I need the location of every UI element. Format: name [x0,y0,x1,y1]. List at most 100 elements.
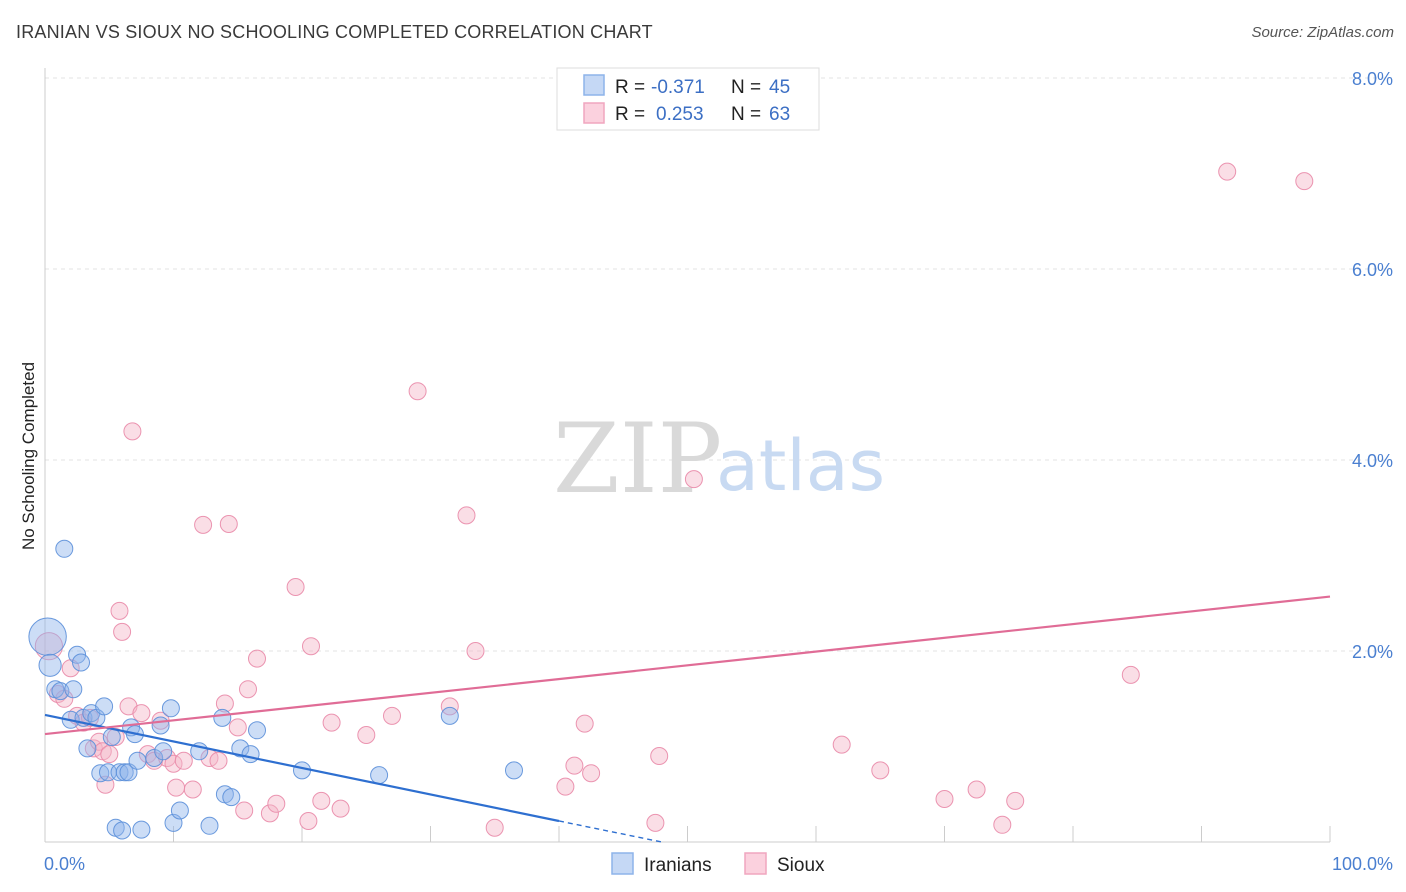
point-sioux-56 [684,470,703,489]
point-iranians-38 [241,745,260,764]
point-iranians-31 [170,801,189,820]
point-iranians-14 [95,697,114,716]
y-tick-label-1: 4.0% [1352,451,1393,471]
point-sioux-28 [209,751,228,770]
point-sioux-29 [215,694,234,713]
point-sioux-43 [357,726,376,744]
point-sioux-40 [312,791,331,810]
point-iranians-28 [154,742,173,761]
stats-r-label-iranians: R = [615,77,645,98]
point-sioux-55 [650,747,669,765]
axes [44,68,1331,843]
y-tick-label-3: 8.0% [1352,69,1393,89]
point-iranians-13 [91,764,110,783]
point-iranians-40 [293,761,311,780]
point-sioux-25 [183,780,202,799]
point-iranians-6 [64,680,83,699]
point-iranians-4 [55,539,74,558]
point-sioux-58 [871,761,890,780]
point-iranians-33 [200,816,219,835]
y-tick-label-0: 2.0% [1352,642,1393,662]
point-sioux-62 [1006,791,1025,810]
point-sioux-48 [466,642,485,660]
point-sioux-22 [164,754,183,773]
stats-r-label-sioux: R = [615,104,645,125]
point-iranians-26 [145,749,164,767]
point-iranians-29 [161,699,180,718]
point-sioux-63 [1121,665,1140,684]
stats-n-value-sioux: 63 [769,104,790,125]
point-sioux-33 [239,680,257,699]
point-sioux-46 [440,697,459,716]
y-tick-label-2: 6.0% [1352,260,1393,280]
point-sioux-44 [383,706,401,725]
point-iranians-25 [132,820,151,839]
point-iranians-10 [78,739,97,758]
point-sioux-59 [935,790,954,808]
trend-lines [44,595,1331,843]
point-iranians-20 [115,763,134,782]
legend-label-iranians: Iranians [644,855,712,876]
point-sioux-13 [110,601,129,620]
point-sioux-31 [228,718,247,737]
point-sioux-64 [1218,162,1237,181]
stats-legend-swatch-sioux [583,102,605,124]
point-iranians-41 [370,766,389,785]
stats-legend-swatch-iranians [583,74,605,96]
point-sioux-0 [34,632,64,661]
point-sioux-39 [302,637,320,656]
point-iranians-1 [38,653,62,677]
point-iranians-0 [28,617,67,656]
legend-swatch-iranians [611,852,634,875]
point-sioux-23 [167,778,186,797]
series-legend: Iranians Sioux [611,852,825,876]
point-sioux-41 [322,713,341,732]
point-sioux-49 [485,818,504,837]
point-sioux-52 [575,714,594,733]
x-tick-label-1: 100.0% [1332,854,1393,874]
point-sioux-51 [565,756,584,775]
point-sioux-60 [967,780,986,799]
point-sioux-53 [582,764,601,783]
point-sioux-24 [174,751,193,770]
point-iranians-39 [248,721,266,740]
stats-legend: R = -0.371 N = 45 R = 0.253 N = 63 [556,67,820,131]
point-sioux-37 [286,578,305,596]
point-sioux-61 [993,815,1012,834]
point-iranians-37 [231,739,250,758]
point-sioux-42 [331,799,350,818]
watermark-atlas: atlas [716,425,885,507]
point-sioux-47 [457,506,476,525]
point-iranians-19 [113,821,132,840]
source-label: Source: ZipAtlas.com [1251,24,1394,41]
trend-line-sioux [44,595,1331,736]
stats-n-label-iranians: N = [731,77,761,98]
stats-n-label-sioux: N = [731,104,761,125]
trend-line-iranians-extension [558,820,662,843]
point-sioux-14 [113,622,132,641]
point-sioux-34 [248,649,266,668]
legend-swatch-sioux [744,852,767,875]
stats-r-value-iranians: -0.371 [651,77,705,98]
stats-n-value-iranians: 45 [769,77,790,98]
grid-lines [45,77,1392,652]
point-iranians-43 [505,761,523,780]
watermark-zip: ZIP [553,403,722,515]
point-iranians-34 [213,708,232,727]
point-sioux-36 [267,794,286,813]
stats-r-value-sioux: 0.253 [656,104,704,125]
chart-title: IRANIAN VS SIOUX NO SCHOOLING COMPLETED … [16,22,653,42]
watermark: ZIP atlas [553,403,885,515]
point-sioux-45 [408,382,427,401]
point-sioux-26 [194,515,213,534]
point-iranians-27 [151,716,170,735]
point-sioux-57 [832,735,851,754]
point-sioux-17 [132,704,151,723]
point-sioux-32 [235,801,254,820]
point-iranians-42 [440,706,459,725]
y-axis-label: No Schooling Completed [19,362,38,550]
legend-label-sioux: Sioux [777,855,825,876]
x-tick-label-0: 0.0% [44,854,85,874]
point-iranians-8 [72,653,90,672]
